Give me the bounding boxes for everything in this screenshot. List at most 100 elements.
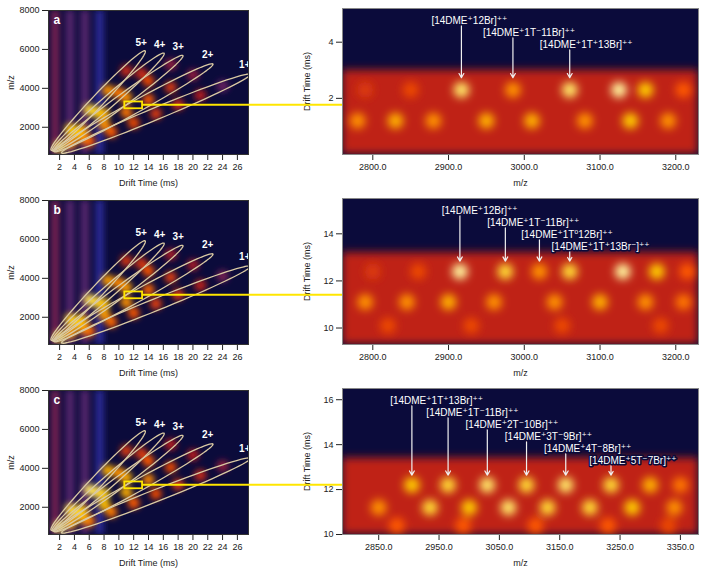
svg-text:3+: 3+ <box>172 421 184 432</box>
svg-text:10: 10 <box>323 529 333 539</box>
svg-text:b: b <box>54 203 61 217</box>
svg-text:2: 2 <box>57 352 62 362</box>
svg-text:2+: 2+ <box>202 429 214 440</box>
svg-text:20: 20 <box>188 162 198 172</box>
svg-text:22: 22 <box>203 352 213 362</box>
svg-text:2+: 2+ <box>202 49 214 60</box>
svg-text:a: a <box>54 13 61 27</box>
svg-text:3100.0: 3100.0 <box>586 162 614 172</box>
svg-text:26: 26 <box>232 162 242 172</box>
svg-text:6000: 6000 <box>19 424 39 434</box>
svg-text:[14DME⁺2T⁻10Br]⁺⁺: [14DME⁺2T⁻10Br]⁺⁺ <box>466 419 559 430</box>
svg-text:[14DME⁺12Br]⁺⁺: [14DME⁺12Br]⁺⁺ <box>442 205 518 216</box>
svg-text:2900.0: 2900.0 <box>435 352 463 362</box>
svg-text:2: 2 <box>57 542 62 552</box>
svg-text:5+: 5+ <box>135 417 147 428</box>
svg-text:3+: 3+ <box>172 231 184 242</box>
svg-text:m/z: m/z <box>513 368 528 378</box>
svg-text:22: 22 <box>203 542 213 552</box>
svg-text:[14DME⁺1T⁻11Br]⁺⁺: [14DME⁺1T⁻11Br]⁺⁺ <box>487 217 579 228</box>
svg-text:3350.0: 3350.0 <box>667 542 695 552</box>
svg-text:8: 8 <box>102 162 107 172</box>
svg-text:18: 18 <box>173 162 183 172</box>
svg-text:3150.0: 3150.0 <box>546 542 574 552</box>
svg-text:8000: 8000 <box>19 195 39 205</box>
svg-text:16: 16 <box>158 162 168 172</box>
svg-text:4+: 4+ <box>154 39 166 50</box>
svg-text:3+: 3+ <box>172 41 184 52</box>
svg-text:4+: 4+ <box>154 229 166 240</box>
svg-text:m/z: m/z <box>6 265 16 280</box>
svg-text:12: 12 <box>323 276 333 286</box>
svg-text:4000: 4000 <box>19 273 39 283</box>
svg-text:12: 12 <box>129 542 139 552</box>
svg-text:Drift Time (ms): Drift Time (ms) <box>302 242 312 301</box>
svg-text:m/z: m/z <box>6 75 16 90</box>
svg-text:2000: 2000 <box>19 312 39 322</box>
svg-text:4: 4 <box>72 542 77 552</box>
svg-text:4: 4 <box>72 162 77 172</box>
svg-text:3000.0: 3000.0 <box>511 162 539 172</box>
svg-text:[14DME⁺1T⁺13Br]⁺⁺: [14DME⁺1T⁺13Br]⁺⁺ <box>390 395 483 406</box>
svg-text:[14DME⁺1T⁻11Br]⁺⁺: [14DME⁺1T⁻11Br]⁺⁺ <box>426 407 518 418</box>
svg-text:[14DME⁺1T⁻11Br]⁺⁺: [14DME⁺1T⁻11Br]⁺⁺ <box>483 27 575 38</box>
svg-text:26: 26 <box>232 542 242 552</box>
svg-text:3200.0: 3200.0 <box>662 352 690 362</box>
svg-text:10: 10 <box>114 162 124 172</box>
svg-text:6000: 6000 <box>19 44 39 54</box>
svg-text:3100.0: 3100.0 <box>586 352 614 362</box>
svg-text:3050.0: 3050.0 <box>486 542 514 552</box>
svg-text:5+: 5+ <box>135 37 147 48</box>
svg-text:10: 10 <box>323 323 333 333</box>
svg-text:Drift Time (ms): Drift Time (ms) <box>119 178 178 188</box>
svg-text:[14DME⁺12Br]⁺⁺: [14DME⁺12Br]⁺⁺ <box>431 15 507 26</box>
svg-text:2850.0: 2850.0 <box>365 542 393 552</box>
svg-text:12: 12 <box>129 352 139 362</box>
svg-text:8: 8 <box>102 542 107 552</box>
svg-text:c: c <box>54 393 61 407</box>
svg-text:22: 22 <box>203 162 213 172</box>
svg-text:18: 18 <box>173 542 183 552</box>
svg-text:6: 6 <box>87 542 92 552</box>
svg-text:4+: 4+ <box>154 419 166 430</box>
svg-text:2+: 2+ <box>202 239 214 250</box>
svg-text:24: 24 <box>218 352 228 362</box>
svg-text:16: 16 <box>158 542 168 552</box>
svg-text:5+: 5+ <box>135 227 147 238</box>
svg-text:6: 6 <box>87 162 92 172</box>
svg-text:14: 14 <box>323 229 333 239</box>
svg-text:[14DME⁺5T⁻7Br]⁺⁺: [14DME⁺5T⁻7Br]⁺⁺ <box>589 455 676 466</box>
svg-text:4: 4 <box>72 352 77 362</box>
svg-text:3200.0: 3200.0 <box>662 162 690 172</box>
svg-text:14: 14 <box>143 162 153 172</box>
svg-text:m/z: m/z <box>513 558 528 568</box>
svg-text:8000: 8000 <box>19 385 39 395</box>
svg-text:14: 14 <box>323 440 333 450</box>
svg-text:3250.0: 3250.0 <box>606 542 634 552</box>
svg-text:[14DME⁺3T⁻9Br]⁺⁺: [14DME⁺3T⁻9Br]⁺⁺ <box>505 431 592 442</box>
svg-text:2950.0: 2950.0 <box>425 542 453 552</box>
svg-text:14: 14 <box>143 352 153 362</box>
svg-text:10: 10 <box>114 352 124 362</box>
svg-text:2000: 2000 <box>19 122 39 132</box>
svg-text:2800.0: 2800.0 <box>359 162 387 172</box>
svg-text:2: 2 <box>57 162 62 172</box>
svg-text:4: 4 <box>328 37 333 47</box>
svg-text:20: 20 <box>188 352 198 362</box>
svg-text:18: 18 <box>173 352 183 362</box>
svg-text:12: 12 <box>129 162 139 172</box>
svg-text:12: 12 <box>323 484 333 494</box>
svg-text:16: 16 <box>158 352 168 362</box>
svg-text:2000: 2000 <box>19 502 39 512</box>
svg-text:[14DME⁺1T⁺13Br⁻]⁺⁺: [14DME⁺1T⁺13Br⁻]⁺⁺ <box>552 241 650 252</box>
svg-text:24: 24 <box>218 162 228 172</box>
svg-text:14: 14 <box>143 542 153 552</box>
svg-text:26: 26 <box>232 352 242 362</box>
svg-text:[14DME⁺4T⁻8Br]⁺⁺: [14DME⁺4T⁻8Br]⁺⁺ <box>544 443 631 454</box>
svg-text:[14DME⁺1T⁰12Br]⁺⁺: [14DME⁺1T⁰12Br]⁺⁺ <box>521 229 613 240</box>
svg-text:6000: 6000 <box>19 234 39 244</box>
svg-text:Drift Time (ms): Drift Time (ms) <box>302 432 312 491</box>
svg-text:8: 8 <box>102 352 107 362</box>
svg-text:6: 6 <box>87 352 92 362</box>
svg-text:Drift Time (ms): Drift Time (ms) <box>119 368 178 378</box>
